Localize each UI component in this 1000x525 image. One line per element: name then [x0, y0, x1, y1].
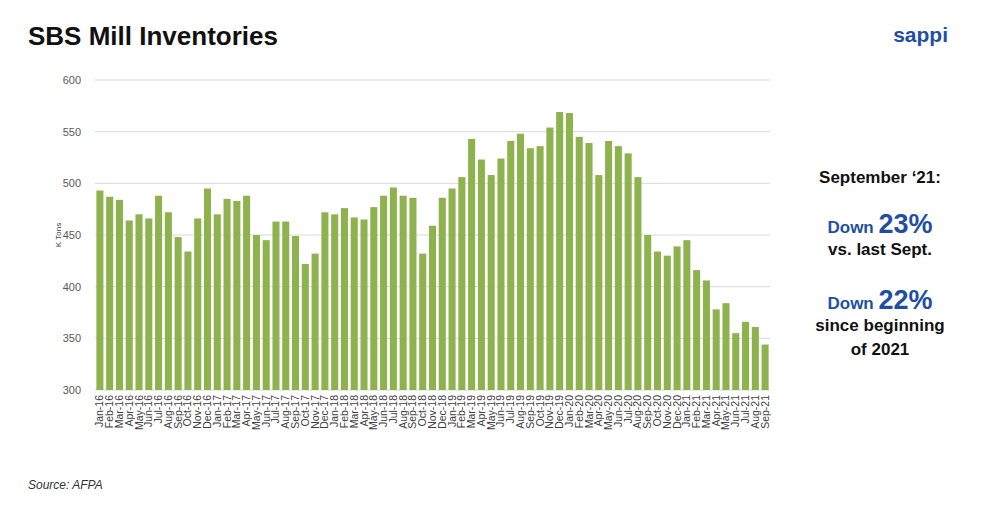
bar: [361, 220, 368, 391]
bar: [175, 237, 182, 390]
bar: [732, 333, 739, 390]
bar: [106, 197, 113, 390]
bar: [615, 146, 622, 390]
y-tick-label: 600: [63, 74, 81, 86]
bar: [351, 217, 358, 390]
title: SBS Mill Inventories: [28, 21, 278, 51]
annotation-figure: Down 22%: [827, 285, 932, 315]
bar: [674, 246, 681, 390]
bar: [517, 134, 524, 390]
bar: [586, 143, 593, 390]
x-tick-label: Sep-21: [759, 395, 771, 429]
chart: SBS Mill Inventories sappi 300 350 400 450 500…: [0, 0, 1000, 525]
bar: [380, 196, 387, 390]
annotation-value: 23%: [878, 209, 932, 239]
annotation-heading: September ‘21:: [819, 168, 941, 187]
bar: [644, 235, 651, 390]
bar: [625, 153, 632, 390]
bar: [439, 198, 446, 390]
bar: [703, 280, 710, 390]
bar: [634, 177, 641, 390]
bar: [566, 113, 573, 390]
bar: [419, 254, 426, 390]
bar: [214, 214, 221, 390]
bar: [400, 196, 407, 390]
bar: [184, 252, 191, 390]
bar: [302, 264, 309, 390]
bar: [233, 201, 240, 390]
bar: [507, 141, 514, 390]
bar: [488, 175, 495, 390]
bar: [683, 240, 690, 390]
annotation-label: Down: [827, 294, 878, 313]
bar: [253, 235, 260, 390]
bar: [243, 196, 250, 390]
bar: [742, 322, 749, 390]
bar: [263, 240, 270, 390]
bar: [762, 345, 769, 390]
annotation-text: vs. last Sept.: [828, 240, 932, 259]
background: [0, 0, 1000, 525]
y-axis-label: K Tons: [54, 223, 63, 247]
bar: [321, 212, 328, 390]
y-tick-label: 400: [63, 281, 81, 293]
bar: [331, 214, 338, 390]
bar: [292, 236, 299, 390]
bar: [595, 175, 602, 390]
annotation-figure: Down 23%: [827, 209, 932, 239]
bar: [497, 159, 504, 390]
bar: [527, 148, 534, 390]
bar: [224, 199, 231, 390]
bar: [272, 222, 279, 390]
bar: [194, 218, 201, 390]
bar: [204, 189, 211, 391]
bar: [136, 214, 143, 390]
grid-line: [95, 183, 770, 184]
bar: [126, 221, 133, 390]
annotation-label: Down: [827, 218, 878, 237]
bar: [605, 141, 612, 390]
bar: [145, 218, 152, 390]
y-tick-label: 300: [63, 384, 81, 396]
bar: [556, 112, 563, 390]
bar: [341, 208, 348, 390]
bar: [165, 212, 172, 390]
bar: [449, 189, 456, 391]
bars: [96, 112, 768, 390]
bar: [546, 128, 553, 390]
grid-line: [95, 131, 770, 132]
bar: [478, 160, 485, 390]
bar: [752, 327, 759, 390]
bar: [576, 137, 583, 390]
bar: [116, 200, 123, 390]
bar: [468, 139, 475, 390]
annotation-text: of 2021: [851, 340, 910, 359]
annotation-text: since beginning: [815, 316, 944, 335]
bar: [390, 187, 397, 390]
bar: [155, 196, 162, 390]
y-tick-label: 350: [63, 332, 81, 344]
source: Source: AFPA: [28, 478, 103, 492]
bar: [409, 198, 416, 390]
bar: [654, 252, 661, 390]
y-tick-label: 550: [63, 126, 81, 138]
bar: [282, 222, 289, 390]
bar: [664, 256, 671, 390]
bar: [693, 270, 700, 390]
y-tick-label: 450: [63, 229, 81, 241]
brand: sappi: [893, 23, 948, 46]
bar: [96, 191, 103, 390]
bar: [458, 177, 465, 390]
grid-line: [95, 80, 770, 81]
bar: [722, 303, 729, 390]
bar: [713, 309, 720, 390]
bar: [429, 226, 436, 390]
bar: [312, 254, 319, 390]
bar: [537, 146, 544, 390]
bar: [370, 207, 377, 390]
annotation-value: 22%: [878, 285, 932, 315]
y-tick-label: 500: [63, 177, 81, 189]
